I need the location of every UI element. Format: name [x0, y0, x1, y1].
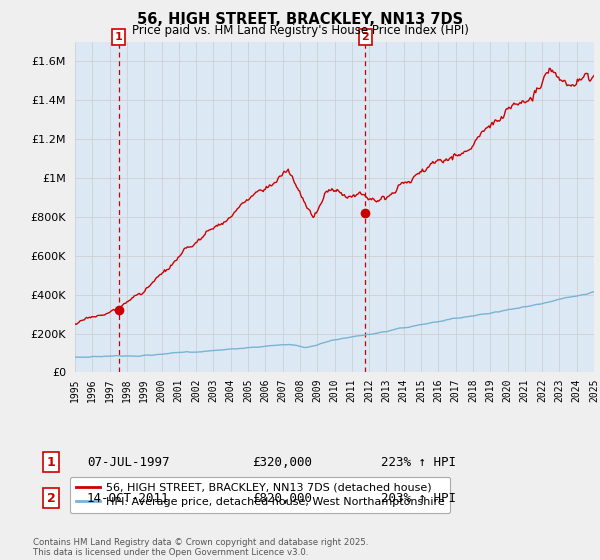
Text: 203% ↑ HPI: 203% ↑ HPI [381, 492, 456, 505]
Text: Price paid vs. HM Land Registry's House Price Index (HPI): Price paid vs. HM Land Registry's House … [131, 24, 469, 37]
Text: Contains HM Land Registry data © Crown copyright and database right 2025.
This d: Contains HM Land Registry data © Crown c… [33, 538, 368, 557]
Text: 14-OCT-2011: 14-OCT-2011 [87, 492, 170, 505]
Text: 1: 1 [47, 455, 55, 469]
Text: 2: 2 [47, 492, 55, 505]
Text: 1: 1 [115, 32, 122, 42]
Legend: 56, HIGH STREET, BRACKLEY, NN13 7DS (detached house), HPI: Average price, detach: 56, HIGH STREET, BRACKLEY, NN13 7DS (det… [70, 477, 450, 513]
Text: 2: 2 [362, 32, 370, 42]
Text: 07-JUL-1997: 07-JUL-1997 [87, 455, 170, 469]
Text: £320,000: £320,000 [252, 455, 312, 469]
Text: 56, HIGH STREET, BRACKLEY, NN13 7DS: 56, HIGH STREET, BRACKLEY, NN13 7DS [137, 12, 463, 27]
Text: 223% ↑ HPI: 223% ↑ HPI [381, 455, 456, 469]
Text: £820,000: £820,000 [252, 492, 312, 505]
